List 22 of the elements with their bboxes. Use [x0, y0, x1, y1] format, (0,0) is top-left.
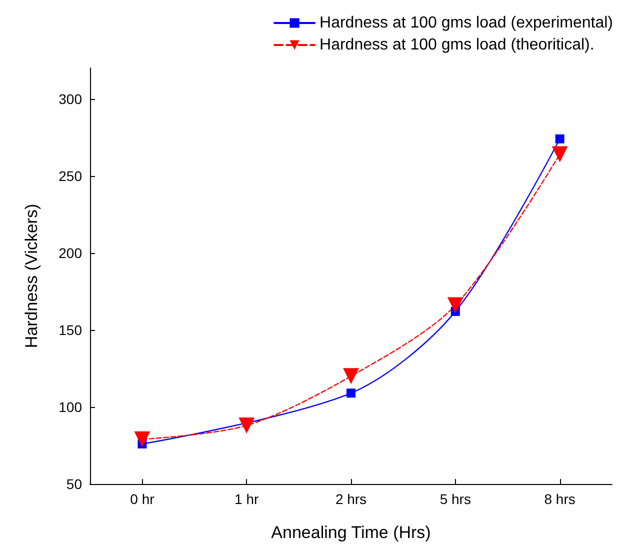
point [134, 431, 150, 448]
point [447, 297, 464, 314]
x-tick-label: 0 hr [130, 491, 155, 507]
point [555, 134, 564, 144]
x-tick-label: 5 hrs [440, 491, 471, 507]
y-tick-label: 100 [58, 398, 82, 415]
legend-label: Hardness at 100 gms load (experimental) [320, 14, 614, 32]
y-tick-label: 200 [58, 244, 82, 261]
x-axis-title: Annealing Time (Hrs) [271, 523, 431, 542]
y-tick-label: 300 [58, 90, 82, 107]
y-tick-label: 250 [58, 168, 82, 184]
x-tick-label: 1 hr [234, 491, 259, 507]
x-tick-label: 2 hrs [335, 491, 367, 507]
y-tick-label: 150 [58, 322, 82, 338]
point [343, 368, 359, 384]
point [346, 388, 356, 398]
point [238, 417, 255, 434]
point [552, 146, 568, 162]
y-axis-title: Hardness (Vickers) [22, 204, 41, 348]
legend-label: Hardness at 100 gms load (theoritical). [320, 36, 594, 54]
y-tick-label: 50 [66, 476, 82, 492]
x-tick-label: 8 hrs [544, 491, 576, 507]
